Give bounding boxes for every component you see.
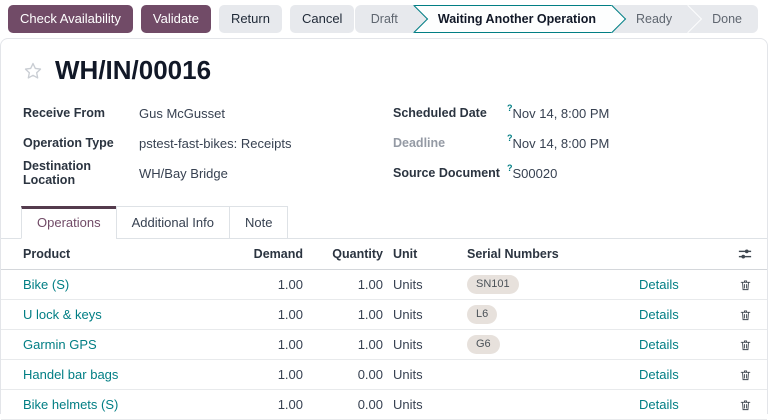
unit-cell: Units (393, 307, 423, 322)
form-sheet: WH/IN/00016 Receive From Gus McGusset Op… (0, 38, 768, 420)
page-title: WH/IN/00016 (55, 55, 212, 85)
field-value[interactable]: Gus McGusset (139, 105, 225, 121)
field-value[interactable]: S00020 (512, 165, 558, 181)
table-row: U lock & keys 1.00 1.00 Units L6 Details (1, 300, 767, 330)
form-field: Destination Location WH/Bay Bridge (23, 158, 393, 188)
field-value[interactable]: Nov 14, 8:00 PM (512, 135, 610, 151)
field-group-left: Receive From Gus McGusset Operation Type… (23, 98, 393, 188)
notebook-tab[interactable]: Additional Info (115, 206, 230, 239)
statusbar-step[interactable]: Waiting Another Operation (413, 5, 627, 33)
notebook-tabs: Operations Additional Info Note (1, 206, 767, 239)
serial-cell[interactable]: L6 (459, 305, 621, 324)
field-help-icon: ? (507, 163, 513, 173)
demand-cell[interactable]: 1.00 (277, 397, 303, 412)
table-row: Garmin GPS 1.00 1.00 Units G6 Details (1, 330, 767, 360)
table-row: Bike helmets (S) 1.00 0.00 Units Details (1, 390, 767, 420)
quantity-cell[interactable]: 1.00 (357, 277, 383, 292)
delete-row-icon[interactable] (739, 368, 752, 382)
toolbar-button[interactable]: Return (218, 5, 282, 33)
serial-cell[interactable]: SN101 (459, 275, 621, 294)
field-label: Receive From (23, 106, 105, 120)
unit-cell: Units (393, 397, 423, 412)
form-field: Source Document? S00020 (393, 158, 747, 188)
favorite-star-icon[interactable] (23, 61, 43, 81)
toolbar-button[interactable]: Check Availability (8, 5, 133, 33)
form-field: Deadline? Nov 14, 8:00 PM (393, 128, 747, 158)
unit-cell: Units (393, 277, 423, 292)
header-serial-numbers: Serial Numbers (467, 247, 559, 261)
field-help-icon: ? (507, 133, 513, 143)
field-label: Scheduled Date (393, 106, 487, 120)
statusbar-step[interactable]: Draft (355, 5, 429, 33)
field-value[interactable]: WH/Bay Bridge (139, 165, 228, 181)
quantity-cell[interactable]: 0.00 (357, 367, 383, 382)
delete-row-icon[interactable] (739, 278, 752, 292)
serial-tag[interactable]: L6 (467, 305, 498, 324)
product-link[interactable]: Bike helmets (S) (23, 397, 119, 412)
header-quantity: Quantity (332, 247, 383, 261)
quantity-cell[interactable]: 0.00 (357, 397, 383, 412)
delete-row-icon[interactable] (739, 398, 752, 412)
field-label: Source Document (393, 166, 500, 180)
form-field: Scheduled Date? Nov 14, 8:00 PM (393, 98, 747, 128)
details-button[interactable]: Details (639, 397, 679, 412)
field-label: Deadline (393, 136, 446, 150)
details-button[interactable]: Details (639, 307, 679, 322)
field-value[interactable]: pstest-fast-bikes: Receipts (139, 135, 292, 151)
serial-tag[interactable]: G6 (467, 335, 500, 354)
statusbar: Draft Waiting Another Operation Ready Do… (354, 5, 758, 33)
details-button[interactable]: Details (639, 337, 679, 352)
statusbar-step[interactable]: Done (712, 12, 742, 26)
field-groups: Receive From Gus McGusset Operation Type… (1, 92, 767, 198)
demand-cell[interactable]: 1.00 (277, 277, 303, 292)
field-label: Operation Type (23, 136, 114, 150)
action-buttons: Check Availability Validate Return Cancel (8, 5, 355, 33)
field-value[interactable]: Nov 14, 8:00 PM (512, 105, 610, 121)
serial-cell[interactable]: G6 (459, 335, 621, 354)
table-body: Bike (S) 1.00 1.00 Units SN101 Details U… (1, 270, 767, 420)
demand-cell[interactable]: 1.00 (277, 367, 303, 382)
field-group-right: Scheduled Date? Nov 14, 8:00 PM Deadline… (393, 98, 747, 188)
product-link[interactable]: Bike (S) (23, 277, 70, 292)
form-field: Operation Type pstest-fast-bikes: Receip… (23, 128, 393, 158)
title-row: WH/IN/00016 (1, 39, 767, 92)
notebook-tab[interactable]: Operations (21, 206, 117, 239)
table-row: Bike (S) 1.00 1.00 Units SN101 Details (1, 270, 767, 300)
toolbar-button[interactable]: Validate (140, 5, 211, 33)
demand-cell[interactable]: 1.00 (277, 337, 303, 352)
quantity-cell[interactable]: 1.00 (357, 307, 383, 322)
header-product: Product (23, 247, 71, 261)
unit-cell: Units (393, 337, 423, 352)
toolbar-button[interactable]: Cancel (289, 5, 355, 33)
unit-cell: Units (393, 367, 423, 382)
delete-row-icon[interactable] (739, 338, 752, 352)
demand-cell[interactable]: 1.00 (277, 307, 303, 322)
operations-table: Product Demand Quantity Unit Serial Numb… (1, 239, 767, 420)
serial-tag[interactable]: SN101 (467, 275, 519, 294)
delete-row-icon[interactable] (739, 308, 752, 322)
product-link[interactable]: U lock & keys (23, 307, 102, 322)
form-field: Receive From Gus McGusset (23, 98, 393, 128)
statusbar-step[interactable]: Ready (612, 5, 703, 33)
header-demand: Demand (253, 247, 303, 261)
product-link[interactable]: Garmin GPS (23, 337, 97, 352)
header-unit: Unit (393, 247, 418, 261)
details-button[interactable]: Details (639, 367, 679, 382)
notebook-tab[interactable]: Note (229, 206, 289, 239)
details-button[interactable]: Details (639, 277, 679, 292)
table-header-row: Product Demand Quantity Unit Serial Numb… (1, 239, 767, 270)
toolbar: Check Availability Validate Return Cancel D… (0, 0, 768, 38)
optional-columns-icon[interactable] (738, 247, 752, 261)
product-link[interactable]: Handel bar bags (23, 367, 119, 382)
table-row: Handel bar bags 1.00 0.00 Units Details (1, 360, 767, 390)
field-help-icon: ? (507, 103, 513, 113)
field-label: Destination Location (23, 159, 92, 187)
quantity-cell[interactable]: 1.00 (357, 337, 383, 352)
